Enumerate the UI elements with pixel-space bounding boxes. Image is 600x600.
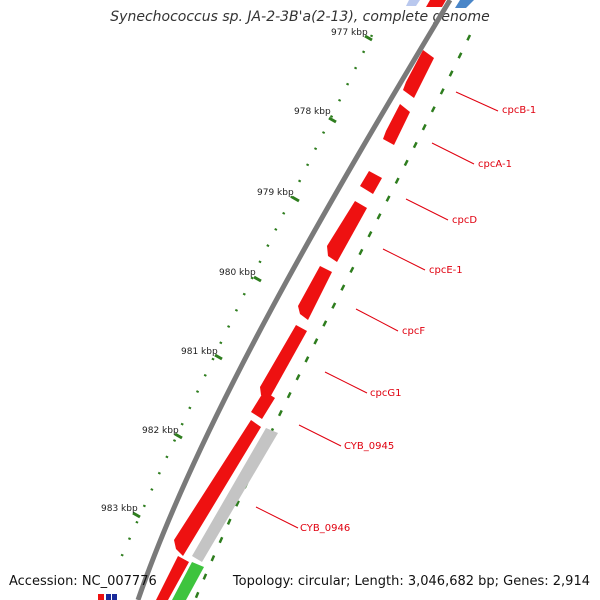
gene-label-cpcD: cpcD: [452, 215, 477, 226]
tick-labels: 977 kbp 978 kbp 979 kbp 980 kbp 981 kbp …: [101, 28, 368, 514]
blue-gene-top: [455, 0, 474, 8]
gene-labels: cpcB-1 cpcA-1 cpcD cpcE-1 cpcF cpcG1 CYB…: [300, 105, 536, 534]
gene-label-cpcF: cpcF: [402, 326, 425, 337]
gene-arrow-top: [426, 0, 446, 7]
major-ticks: [132, 34, 373, 519]
red-genes: [156, 0, 446, 600]
genome-backbone: [135, 0, 453, 600]
tick-label: 981 kbp: [181, 347, 218, 357]
tick-label: 977 kbp: [331, 28, 368, 38]
gene-arrow-cpcA-1: [383, 104, 410, 145]
tick-label: 983 kbp: [101, 504, 138, 514]
inner-tick-ring: [193, 34, 472, 600]
gene-arrow-cpcE-1: [327, 201, 367, 262]
tick-label: 978 kbp: [294, 107, 331, 117]
gene-arrow-cpcB-1: [403, 50, 434, 98]
tick-label: 980 kbp: [219, 268, 256, 278]
green-gene: [172, 562, 204, 600]
accession-text: Accession: NC_007776: [9, 574, 157, 589]
gene-label-cpcE-1: cpcE-1: [429, 265, 463, 276]
gene-arrow-bottom: [156, 556, 189, 600]
gene-arrow-cpcD: [360, 171, 382, 194]
label-connectors: [255, 91, 499, 529]
map-title: Synechococcus sp. JA-2-3B'a(2-13), compl…: [110, 9, 490, 25]
gene-label-CYB_0945: CYB_0945: [344, 441, 394, 452]
gene-arrow-CYB_0946: [174, 420, 261, 556]
gene-label-cpcG1: cpcG1: [370, 388, 401, 399]
gene-arrow-cpcG1: [260, 325, 307, 401]
lightblue-gene-top: [406, 0, 420, 6]
gene-label-CYB_0946: CYB_0946: [300, 523, 350, 534]
gray-gene: [192, 428, 278, 562]
tick-label: 979 kbp: [257, 188, 294, 198]
gene-arrow-CYB_0945: [251, 391, 275, 419]
gene-arrow-cpcF: [298, 266, 332, 320]
bottom-left-marks: [98, 594, 117, 600]
tick-label: 982 kbp: [142, 426, 179, 436]
genome-summary-text: Topology: circular; Length: 3,046,682 bp…: [232, 574, 590, 589]
gene-label-cpcB-1: cpcB-1: [502, 105, 536, 116]
gene-label-cpcA-1: cpcA-1: [478, 159, 512, 170]
